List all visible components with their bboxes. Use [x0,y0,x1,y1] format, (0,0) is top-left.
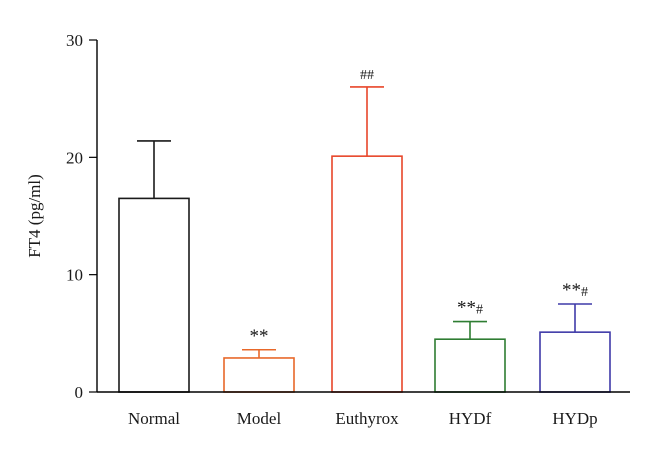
significance-label-hydf: **# [457,298,483,319]
significance-label-euthyrox: ## [360,68,374,83]
x-category-label: Euthyrox [335,409,399,428]
x-category-label: Normal [128,409,180,428]
bar-model [223,357,295,393]
y-ticks: 0 10 20 30 [66,31,97,402]
x-labels: Normal Model Euthyrox HYDf HYDp [128,409,598,428]
significance-label-hydp: **# [562,280,588,301]
bar-normal [118,197,190,393]
x-category-label: HYDp [552,409,597,428]
y-tick-label: 10 [66,266,83,285]
x-category-label: Model [237,409,282,428]
bar-hydf [434,338,506,393]
plot-area: ** ## **# **# [118,68,611,393]
x-category-label: HYDf [449,409,492,428]
y-tick-label: 0 [75,383,84,402]
y-tick-label: 30 [66,31,83,50]
significance-label-model: ** [250,326,269,347]
bar-hydp [539,331,611,393]
y-axis-title: FT4 (pg/ml) [25,174,44,258]
bar-euthyrox [331,155,403,393]
y-tick-label: 20 [66,148,83,167]
